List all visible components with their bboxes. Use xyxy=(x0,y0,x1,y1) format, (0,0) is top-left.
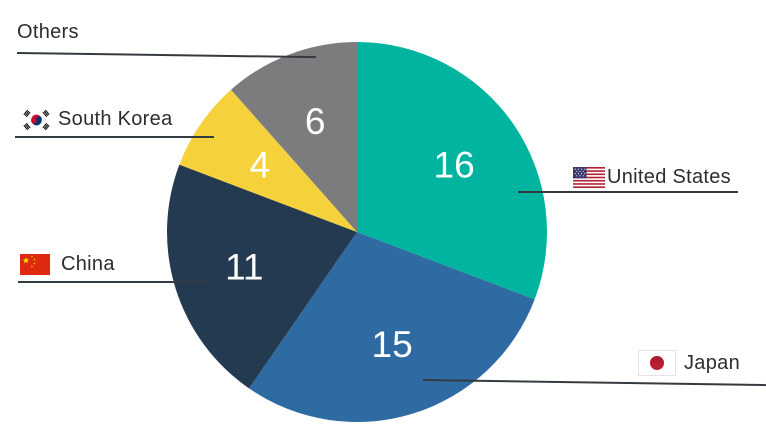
legend-label-united-states: United States xyxy=(607,166,731,188)
legend-label-others: Others xyxy=(17,21,79,43)
pie-slice-japan xyxy=(249,232,535,422)
legend-item-south-korea: South Korea xyxy=(22,108,173,131)
pie-slice-united-states xyxy=(357,42,547,300)
legend-item-china: China xyxy=(20,253,115,276)
pie-slice-south-korea xyxy=(179,89,357,232)
pie-slice-china xyxy=(167,164,357,389)
pie-value-china: 11 xyxy=(225,247,263,288)
legend-label-south-korea: South Korea xyxy=(58,108,173,130)
china-flag-icon xyxy=(20,254,50,275)
legend-label-china: China xyxy=(61,253,115,275)
legend-item-japan: Japan xyxy=(638,350,740,376)
us-flag-icon xyxy=(573,167,605,188)
south-korea-flag-icon xyxy=(22,108,51,131)
pie-value-others: 6 xyxy=(305,101,326,142)
pie-value-united-states: 16 xyxy=(434,145,475,186)
pie-value-south-korea: 4 xyxy=(250,145,271,186)
united-states-callout-line xyxy=(518,191,738,193)
legend-label-japan: Japan xyxy=(684,351,740,374)
china-callout-line xyxy=(18,281,213,283)
pie-value-japan: 15 xyxy=(372,324,413,365)
japan-flag-icon xyxy=(638,350,676,376)
legend-item-united-states: United States xyxy=(573,166,731,189)
legend-item-others: Others xyxy=(17,21,79,44)
pie-slice-others xyxy=(231,42,357,232)
south-korea-callout-line xyxy=(15,136,214,138)
